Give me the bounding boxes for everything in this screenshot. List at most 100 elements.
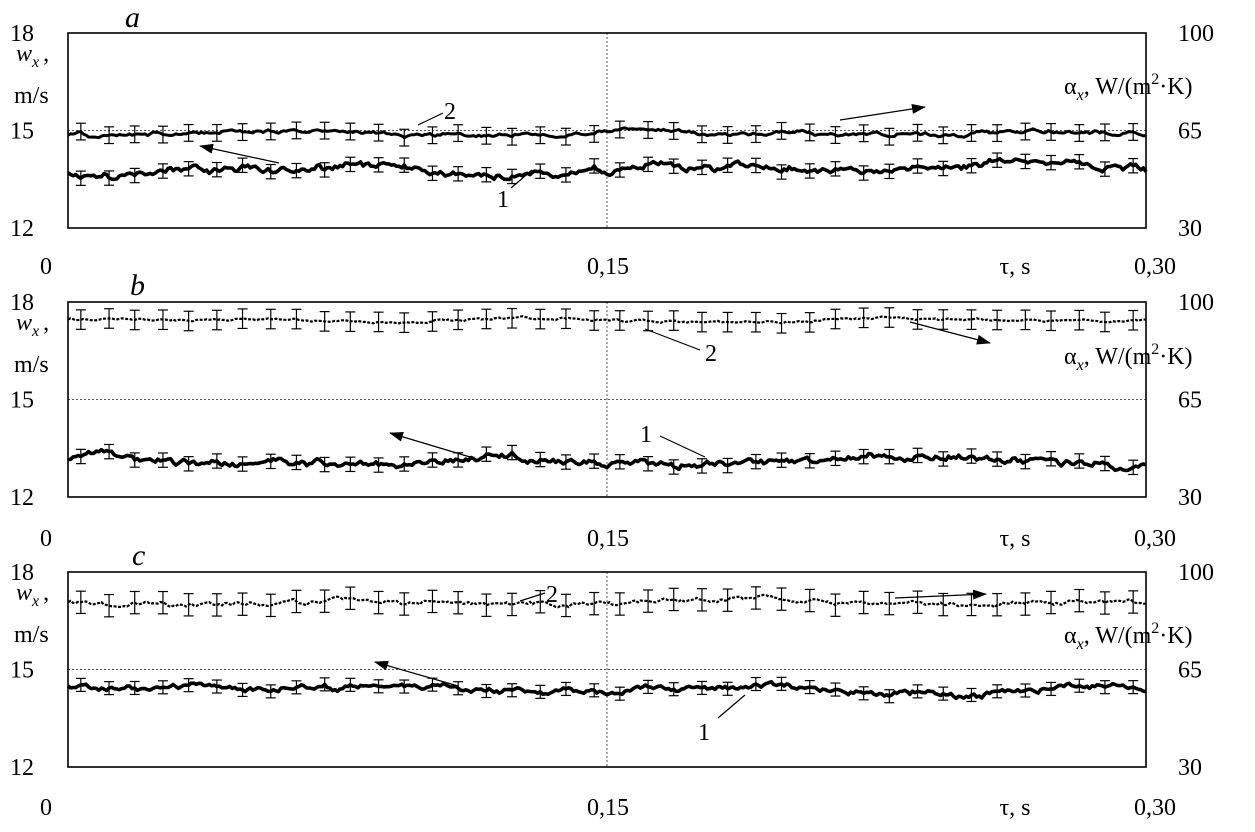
- series-1-error-bar: [776, 676, 787, 691]
- curve-number-label: 1: [698, 720, 710, 746]
- left-axis-unit: m/s: [14, 83, 49, 109]
- series-1-error-bar: [1020, 153, 1031, 170]
- series-2-error-bar: [938, 592, 949, 617]
- series-2-error-bar: [1128, 123, 1139, 141]
- series-1-error-bar: [830, 161, 841, 177]
- series-2-error-bar: [1020, 309, 1031, 331]
- series-1-error-bar: [668, 158, 679, 174]
- series-2-error-bar: [938, 126, 949, 145]
- series-2-error-bar: [668, 587, 679, 612]
- series-2-error-bar: [830, 593, 841, 617]
- series-2-error-bar: [1046, 310, 1057, 332]
- curve-number-label: 2: [546, 582, 558, 608]
- series-2-error-bar: [696, 588, 707, 612]
- series-1-error-bar: [1099, 161, 1110, 177]
- series-2-error-bar: [129, 125, 140, 144]
- series-2-error-bar: [481, 593, 492, 617]
- series-1-error-bar: [966, 687, 977, 703]
- series-2-error-bar: [399, 312, 410, 334]
- right-tick-label: 65: [1178, 119, 1202, 145]
- series-1-error-bar: [507, 444, 518, 461]
- series-1-error-bar: [345, 677, 356, 692]
- x-tick-label: 0,15: [587, 254, 629, 280]
- series-1-error-bar: [211, 453, 222, 469]
- axis-pointer-arrow: [199, 143, 280, 164]
- series-1-error-bar: [722, 681, 733, 696]
- series-1-error-bar: [104, 443, 115, 460]
- series-2-line: [67, 593, 1146, 609]
- left-tick-label: 18: [10, 21, 34, 47]
- series-1-error-bar: [858, 686, 869, 701]
- series-2-error-bar: [1074, 309, 1085, 331]
- series-2-error-bar: [481, 126, 492, 145]
- series-1-error-bar: [722, 457, 733, 474]
- series-1-error-bar: [129, 452, 140, 468]
- series-1-error-bar: [884, 163, 895, 180]
- curve-number-label: 1: [497, 187, 509, 213]
- series-2-error-bar: [104, 308, 115, 329]
- series-2-error-bar: [157, 590, 168, 615]
- series-1-error-bar: [966, 157, 977, 174]
- series-1-error-bar: [183, 678, 194, 693]
- series-2-error-bar: [884, 591, 895, 616]
- series-2-error-bar: [750, 125, 761, 144]
- x-tick-label: 0,30: [1134, 526, 1176, 552]
- series-2-error-bar: [345, 122, 356, 141]
- series-2-error-bar: [104, 593, 115, 618]
- series-1-error-bar: [104, 681, 115, 696]
- series-1-error-bar: [830, 682, 841, 697]
- series-1-error-bar: [614, 162, 625, 178]
- series-2-error-bar: [211, 123, 222, 142]
- series-1-error-bar: [614, 686, 625, 701]
- series-2-error-bar: [668, 121, 679, 140]
- right-tick-label: 100: [1178, 21, 1214, 47]
- left-tick-label: 15: [10, 388, 34, 414]
- right-tick-label: 100: [1178, 290, 1214, 316]
- series-2-error-bar: [1046, 122, 1057, 141]
- series-2-error-bar: [1074, 124, 1085, 142]
- series-2-error-bar: [237, 308, 248, 330]
- left-axis-label: wx,: [16, 310, 49, 340]
- series-2-error-bar: [265, 308, 276, 330]
- series-1-error-bar: [1020, 683, 1031, 698]
- series-2-error-bar: [614, 310, 625, 331]
- series-1-error-bar: [992, 684, 1003, 699]
- series-1-error-bar: [614, 454, 625, 470]
- series-2-error-bar: [776, 121, 787, 140]
- series-2-error-bar: [157, 309, 168, 331]
- series-1-line: [66, 679, 1147, 701]
- series-1-error-bar: [589, 683, 600, 698]
- right-tick-label: 65: [1178, 388, 1202, 414]
- series-1-error-bar: [319, 677, 330, 692]
- series-1-error-bar: [966, 448, 977, 464]
- series-1-error-bar: [535, 451, 546, 468]
- series-1-error-bar: [1046, 681, 1057, 697]
- series-1-error-bar: [211, 161, 222, 178]
- right-tick-label: 100: [1178, 560, 1214, 586]
- series-1-error-bar: [75, 170, 86, 187]
- series-2-error-bar: [884, 307, 895, 328]
- plot-frame: [67, 32, 1147, 229]
- curve-leader-line: [717, 694, 746, 719]
- series-1-error-bar: [776, 452, 787, 468]
- series-1-error-bar: [399, 679, 410, 694]
- series-1-error-bar: [75, 677, 86, 692]
- plot-frame: [67, 571, 1147, 768]
- series-1-error-bar: [129, 680, 140, 696]
- curve-leader-line: [644, 328, 701, 351]
- series-1-line: [67, 447, 1147, 473]
- series-1-error-bar: [750, 453, 761, 470]
- series-1-error-bar: [104, 170, 115, 186]
- series-2-error-bar: [399, 592, 410, 616]
- plot-frame: [67, 301, 1147, 498]
- series-2-error-bar: [912, 123, 923, 142]
- right-tick-label: 30: [1178, 216, 1202, 242]
- series-1-error-bar: [399, 456, 410, 472]
- left-axis-label: wx,: [16, 41, 49, 71]
- series-2-error-bar: [722, 126, 733, 144]
- x-tick-label: 0: [40, 526, 52, 552]
- series-2-error-bar: [560, 127, 571, 146]
- x-tick-label: 0,15: [587, 795, 629, 821]
- series-1-error-bar: [237, 157, 248, 174]
